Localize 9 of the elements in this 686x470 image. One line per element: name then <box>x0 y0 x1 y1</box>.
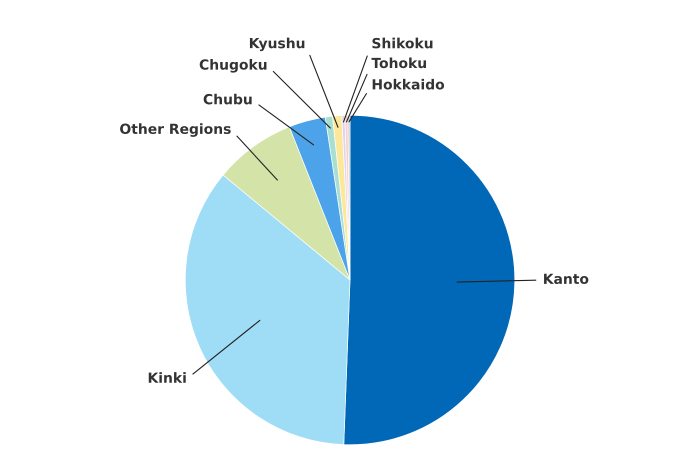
slice-label: Chugoku <box>200 59 266 73</box>
slice-label: Other Regions <box>120 123 231 137</box>
slice-label: Kyushu <box>250 38 304 52</box>
slice-label: Tohoku <box>371 57 426 68</box>
slice-label: Shikoku <box>372 38 432 48</box>
slice-label: Kinki <box>148 372 186 383</box>
slice-label: Kanto <box>544 274 588 284</box>
slice-label: Hokkaido <box>372 78 444 90</box>
slice-label: Chubu <box>204 94 252 104</box>
